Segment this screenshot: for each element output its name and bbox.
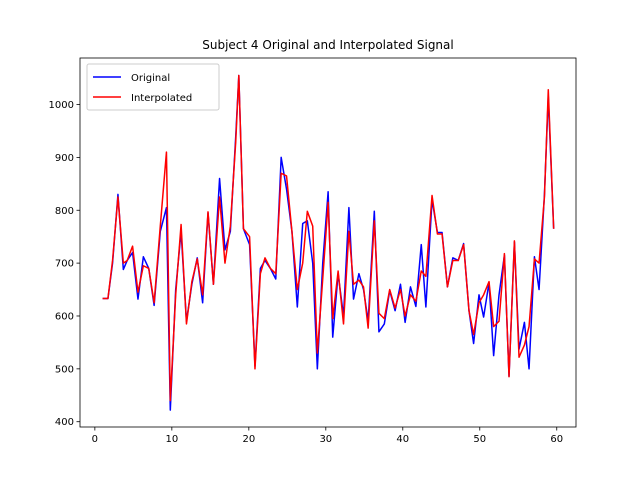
data-line — [102, 74, 555, 402]
x-tick-label: 0 — [92, 434, 98, 445]
y-tick-label: 900 — [55, 153, 74, 164]
legend: Original Interpolated — [86, 63, 220, 111]
y-tick-label: 600 — [55, 311, 74, 322]
plot-frame — [79, 57, 577, 428]
legend-label: Original — [131, 73, 170, 84]
x-tick-label: 30 — [319, 434, 332, 445]
y-tick-label: 800 — [55, 206, 74, 217]
chart-title: Subject 4 Original and Interpolated Sign… — [202, 38, 453, 52]
y-tick-label: 400 — [55, 417, 74, 428]
legend-box — [86, 63, 220, 111]
x-tick-label: 40 — [396, 434, 409, 445]
x-tick-label: 10 — [165, 434, 178, 445]
y-tick-label: 700 — [55, 259, 74, 270]
x-tick-label: 20 — [242, 434, 255, 445]
x-tick-label: 50 — [473, 434, 486, 445]
y-tick-label: 500 — [55, 364, 74, 375]
x-tick-label: 60 — [550, 434, 563, 445]
y-tick-label: 1000 — [49, 100, 74, 111]
legend-label: Interpolated — [131, 93, 192, 104]
